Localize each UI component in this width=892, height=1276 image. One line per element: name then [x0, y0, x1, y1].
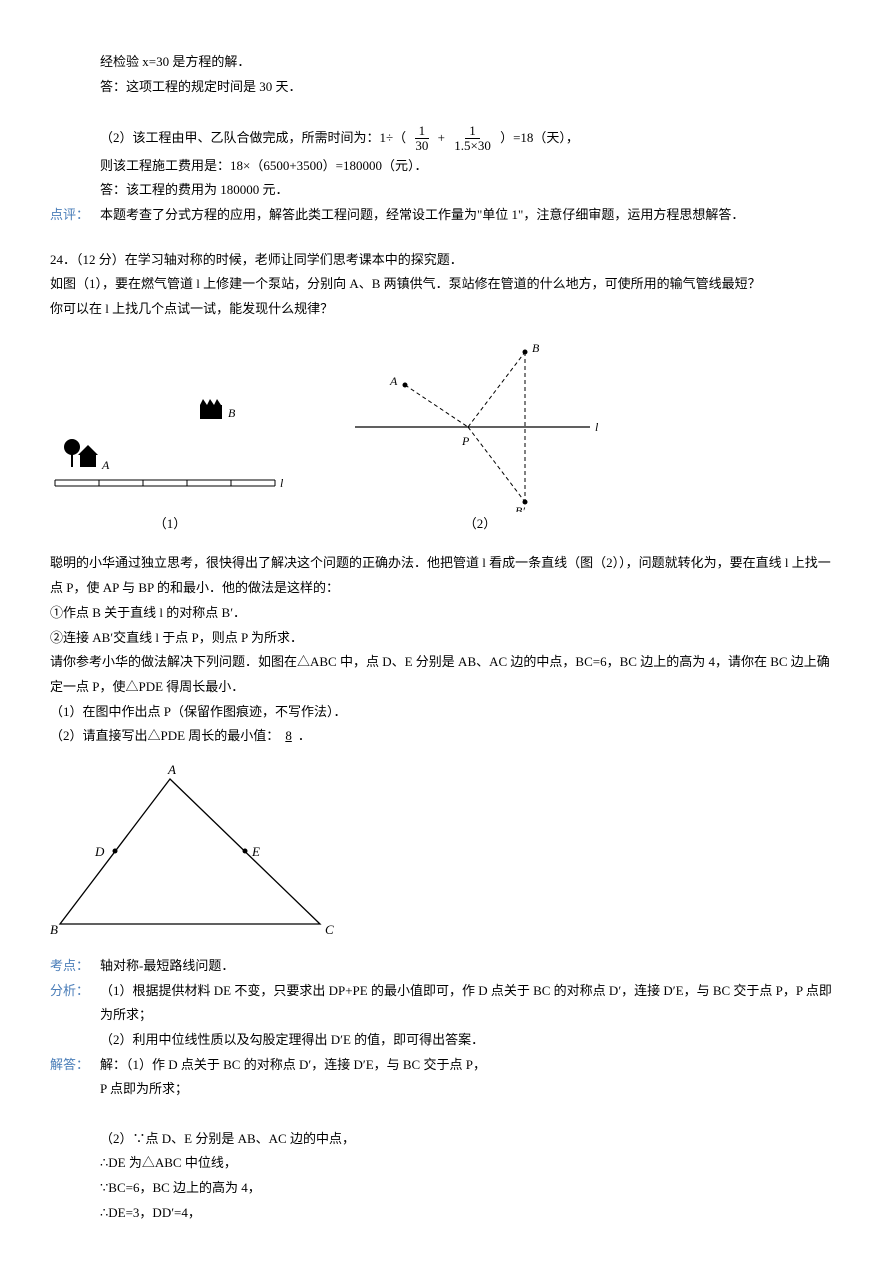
- figure-row: A B l （1） l: [50, 337, 842, 537]
- answer-value: 8: [279, 728, 298, 743]
- text: （2）该工程由甲、乙队合做完成，所需时间为：1÷（: [100, 130, 406, 145]
- label-A: A: [167, 764, 176, 777]
- line: ∴DE=3，DD′=4，: [100, 1201, 842, 1226]
- label-Bp: B′: [515, 504, 525, 512]
- line-formula: （2）该工程由甲、乙队合做完成，所需时间为：1÷（ 130 + 11.5×30 …: [50, 124, 842, 154]
- jieda-content: 解：（1）作 D 点关于 BC 的对称点 D′，连接 D′E，与 BC 交于点 …: [100, 1053, 842, 1226]
- fraction: 130: [411, 124, 432, 154]
- label-D: D: [94, 844, 105, 859]
- jieda-row: 解答： 解：（1）作 D 点关于 BC 的对称点 D′，连接 D′E，与 BC …: [50, 1053, 842, 1226]
- line: （1）根据提供材料 DE 不变，只要求出 DP+PE 的最小值即可，作 D 点关…: [100, 979, 842, 1028]
- fenxi-label: 分析：: [50, 979, 100, 1053]
- line: 解：（1）作 D 点关于 BC 的对称点 D′，连接 D′E，与 BC 交于点 …: [100, 1053, 842, 1078]
- plus: +: [438, 130, 445, 145]
- text: ．: [298, 728, 311, 743]
- paragraph: 你可以在 l 上找几个点试一试，能发现什么规律？: [50, 297, 842, 322]
- paragraph: 请你参考小华的做法解决下列问题．如图在△ABC 中，点 D、E 分别是 AB、A…: [50, 650, 842, 699]
- label-B: B: [228, 406, 236, 420]
- fenxi-content: （1）根据提供材料 DE 不变，只要求出 DP+PE 的最小值即可，作 D 点关…: [100, 979, 842, 1053]
- paragraph: ②连接 AB′交直线 l 于点 P，则点 P 为所求．: [50, 626, 842, 651]
- kaodian-text: 轴对称-最短路线问题．: [100, 954, 842, 979]
- fenxi-row: 分析： （1）根据提供材料 DE 不变，只要求出 DP+PE 的最小值即可，作 …: [50, 979, 842, 1053]
- line: （2）利用中位线性质以及勾股定理得出 D′E 的值，即可得出答案．: [100, 1028, 842, 1053]
- label-l: l: [280, 476, 284, 490]
- line: 则该工程施工费用是：18×（6500+3500）=180000（元）．: [50, 154, 842, 179]
- fig2-svg: l A B B′ P: [350, 337, 610, 512]
- fig1-svg: A B l: [50, 372, 290, 512]
- paragraph: 如图（1），要在燃气管道 l 上修建一个泵站，分别向 A、B 两镇供气．泵站修在…: [50, 272, 842, 297]
- figure-3: A B C D E: [50, 764, 842, 939]
- paragraph: （1）在图中作出点 P（保留作图痕迹，不写作法）．: [50, 700, 842, 725]
- kaodian-label: 考点：: [50, 954, 100, 979]
- label-B: B: [50, 922, 58, 937]
- line: ∵BC=6，BC 边上的高为 4，: [100, 1176, 842, 1201]
- kaodian-row: 考点： 轴对称-最短路线问题．: [50, 954, 842, 979]
- line: （2）∵点 D、E 分别是 AB、AC 边的中点，: [100, 1127, 842, 1152]
- prev-solution-tail: 经检验 x=30 是方程的解． 答：这项工程的规定时间是 30 天． （2）该工…: [50, 50, 842, 228]
- line: ∴DE 为△ABC 中位线，: [100, 1151, 842, 1176]
- dianping-text: 本题考查了分式方程的应用，解答此类工程问题，经常设工作量为"单位 1"，注意仔细…: [100, 203, 842, 228]
- line: 答：这项工程的规定时间是 30 天．: [50, 75, 842, 100]
- fig3-svg: A B C D E: [50, 764, 340, 939]
- label-E: E: [251, 844, 260, 859]
- label-P: P: [461, 434, 470, 448]
- line: P 点即为所求；: [100, 1077, 842, 1102]
- fig2-caption: （2）: [464, 512, 497, 537]
- label-l: l: [595, 420, 599, 434]
- label-C: C: [325, 922, 334, 937]
- line: 经检验 x=30 是方程的解．: [50, 50, 842, 75]
- paragraph: ①作点 B 关于直线 l 的对称点 B′．: [50, 601, 842, 626]
- fig1-caption: （1）: [154, 512, 187, 537]
- label-A: A: [389, 374, 398, 388]
- line: 答：该工程的费用为 180000 元．: [50, 178, 842, 203]
- text: （2）请直接写出△PDE 周长的最小值：: [50, 728, 279, 743]
- dianping-label: 点评：: [50, 203, 100, 228]
- figure-2: l A B B′ P （2）: [350, 337, 610, 537]
- answer-line: （2）请直接写出△PDE 周长的最小值：8．: [50, 724, 842, 749]
- question-24: 24．（12 分）在学习轴对称的时候，老师让同学们思考课本中的探究题． 如图（1…: [50, 248, 842, 1226]
- q-heading: 24．（12 分）在学习轴对称的时候，老师让同学们思考课本中的探究题．: [50, 248, 842, 273]
- jieda-label: 解答：: [50, 1053, 100, 1226]
- text: ）=18（天），: [500, 130, 579, 145]
- paragraph: 聪明的小华通过独立思考，很快得出了解决这个问题的正确办法．他把管道 l 看成一条…: [50, 551, 842, 600]
- fraction: 11.5×30: [450, 124, 495, 154]
- figure-1: A B l （1）: [50, 372, 290, 537]
- label-A: A: [101, 458, 110, 472]
- dianping-row: 点评： 本题考查了分式方程的应用，解答此类工程问题，经常设工作量为"单位 1"，…: [50, 203, 842, 228]
- label-B: B: [532, 341, 540, 355]
